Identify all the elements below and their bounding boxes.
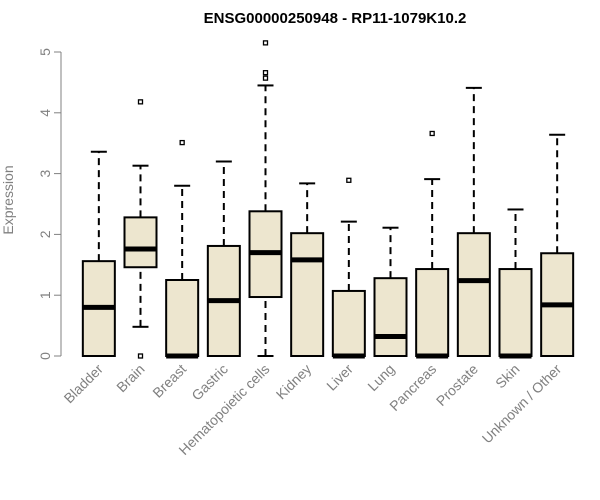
iqr-box: [123, 216, 158, 269]
chart-title: ENSG00000250948 - RP11-1079K10.2: [204, 10, 467, 27]
box-liver: [331, 177, 366, 359]
y-tick-label: 5: [37, 48, 53, 56]
box-skin: [498, 208, 533, 359]
iqr-box: [498, 268, 533, 357]
outlier-point: [137, 99, 144, 105]
iqr-box: [331, 289, 366, 357]
y-tick-label: 2: [37, 230, 53, 238]
box-bladder: [81, 150, 116, 358]
iqr-box: [373, 277, 408, 357]
boxes-group: [81, 40, 575, 359]
y-axis: 0 1 2 3 4 5: [37, 48, 62, 360]
box-hematopoietic-cells: [248, 40, 283, 357]
outlier-point: [179, 139, 185, 146]
outlier-point: [429, 130, 435, 137]
outlier-point: [262, 75, 269, 81]
outlier-point: [262, 40, 269, 46]
x-tick-label: Prostate: [433, 361, 481, 409]
y-tick-label: 3: [37, 169, 53, 177]
outlier-point: [346, 177, 352, 183]
iqr-box: [456, 232, 491, 358]
x-tick-label: Skin: [492, 361, 523, 392]
box-pancreas: [415, 130, 450, 359]
x-tick-label: Kidney: [273, 361, 315, 403]
y-tick-label: 4: [37, 109, 53, 117]
x-tick-label: Liver: [323, 361, 356, 394]
x-tick-label: Breast: [149, 361, 189, 401]
x-tick-label: Unknown / Other: [479, 361, 565, 447]
iqr-box: [165, 279, 200, 357]
box-breast: [165, 139, 200, 359]
box-kidney: [290, 182, 325, 358]
outlier-point: [262, 70, 269, 76]
box-brain: [123, 99, 158, 359]
outlier-point: [137, 353, 144, 359]
y-tick-label: 0: [37, 352, 53, 360]
x-tick-label: Bladder: [61, 361, 107, 407]
x-tick-label: Brain: [113, 361, 147, 395]
x-tick-label: Lung: [364, 361, 397, 394]
box-unknown-other: [540, 133, 575, 357]
box-lung: [373, 226, 408, 357]
iqr-box: [290, 232, 325, 358]
box-prostate: [456, 86, 491, 358]
iqr-box: [415, 268, 450, 357]
box-gastric: [206, 160, 241, 357]
y-axis-label: Expression: [0, 165, 16, 234]
y-tick-label: 1: [37, 291, 53, 299]
